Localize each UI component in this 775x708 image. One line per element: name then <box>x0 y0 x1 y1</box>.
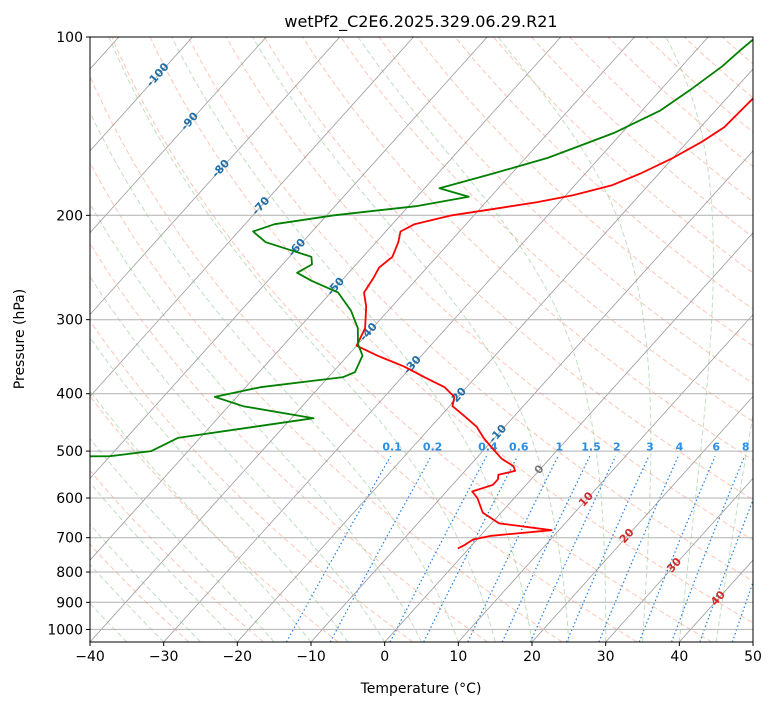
moist-adiabat <box>90 202 422 642</box>
x-tick-label: 0 <box>380 649 389 665</box>
dry-adiabat <box>111 37 712 642</box>
moist-adiabat <box>90 390 312 642</box>
sounding-traces <box>90 38 753 550</box>
plot-area <box>90 37 753 642</box>
x-tick-label: −10 <box>296 649 326 665</box>
x-tick-label: 20 <box>523 649 541 665</box>
y-tick-label: 500 <box>56 444 83 460</box>
moist-adiabat <box>357 37 607 642</box>
x-tick-label: −30 <box>149 649 179 665</box>
isotherm-line <box>531 395 753 642</box>
mixing-ratio-label: 10 <box>764 441 775 454</box>
dry-adiabat <box>761 37 775 642</box>
plot-frame <box>89 36 754 643</box>
x-tick-label: 40 <box>670 649 688 665</box>
mixing-ratio-line <box>529 455 617 642</box>
moist-adiabat <box>252 37 570 642</box>
y-tick-label: 100 <box>56 30 83 46</box>
mixing-ratio-label: 0.6 <box>509 441 529 454</box>
dry-adiabat <box>340 37 753 423</box>
dry-adiabat <box>90 242 488 642</box>
isotherm-line <box>90 37 341 316</box>
moist-adiabat <box>497 37 652 642</box>
isotherm-line <box>237 68 753 642</box>
isotherm-line <box>384 232 753 642</box>
y-tick-label: 1000 <box>47 622 83 638</box>
mixing-ratio-line <box>699 498 753 642</box>
y-axis-label: Pressure (hPa) <box>12 289 28 389</box>
dry-adiabat <box>416 37 753 347</box>
y-tick-label: 200 <box>56 208 83 224</box>
mixing-ratio-label: 0.1 <box>382 441 402 454</box>
y-tick-label: 700 <box>56 531 83 547</box>
y-tick-label: 400 <box>56 387 83 403</box>
moist-adiabat <box>90 437 275 642</box>
dry-adiabat <box>264 37 753 501</box>
moist-adiabat <box>752 638 753 642</box>
temperature-trace <box>355 97 753 550</box>
isotherm-line <box>605 477 753 642</box>
dry-adiabat <box>90 395 339 642</box>
isotherm-line <box>163 37 709 642</box>
moist-adiabats <box>90 37 753 642</box>
isotherm-line <box>90 37 414 398</box>
moist-adiabat <box>90 523 201 642</box>
isotherm-line <box>90 37 562 561</box>
dry-adiabat <box>90 161 563 642</box>
mixing-ratio-label: 8 <box>742 441 750 454</box>
isotherm-line <box>90 37 193 152</box>
isotherm-line <box>310 150 753 642</box>
isotherm-line <box>458 313 753 642</box>
moist-adiabat <box>108 37 496 642</box>
mixing-ratio-line <box>671 455 746 642</box>
isotherm-line <box>90 37 488 479</box>
moist-adiabat <box>90 481 238 642</box>
moist-adiabat <box>90 275 386 642</box>
mixing-ratio-line <box>731 580 753 642</box>
y-tick-label: 900 <box>56 595 83 611</box>
pressure-gridlines <box>90 37 753 630</box>
isotherm-line <box>752 641 753 642</box>
mixing-ratio-label: 6 <box>712 441 720 454</box>
dry-adiabat <box>90 469 264 642</box>
x-tick-label: −20 <box>223 649 253 665</box>
moist-adiabat <box>715 412 753 642</box>
mixing-ratio-label: 3 <box>646 441 654 454</box>
axes: −40 −30 −20 −10 0 10 20 30 40 50 1000 900 800 700 600 5… <box>47 30 762 665</box>
moist-adiabat <box>90 563 165 642</box>
mixing-ratio-label: 0.4 <box>478 441 498 454</box>
moist-adiabat <box>171 37 533 642</box>
chart-title: wetPf2_C2E6.2025.329.06.29.R21 <box>284 12 557 32</box>
mixing-ratio-line <box>761 456 775 642</box>
isotherm-line <box>90 37 267 234</box>
isotherm-line <box>90 37 635 642</box>
mixing-ratio-label: 2 <box>613 441 621 454</box>
x-tick-label: 10 <box>449 649 467 665</box>
mixing-ratio-line <box>638 455 716 642</box>
y-tick-label: 600 <box>56 491 83 507</box>
mixing-ratio-label: 1.5 <box>581 441 601 454</box>
x-tick-label: −40 <box>75 649 105 665</box>
dry-adiabat <box>187 37 753 582</box>
mixing-ratio-label: 1 <box>555 441 563 454</box>
dry-adiabat <box>90 75 638 642</box>
y-tick-label: 800 <box>56 565 83 581</box>
mixing-ratio-line <box>501 455 591 642</box>
x-axis-label: Temperature (°C) <box>360 681 482 697</box>
mixing-ratio-label: 4 <box>676 441 684 454</box>
moist-adiabat <box>665 37 714 642</box>
isotherms <box>90 37 753 642</box>
mixing-ratio-label: 0.2 <box>423 441 443 454</box>
x-tick-label: 30 <box>597 649 615 665</box>
x-tick-label: 50 <box>744 649 762 665</box>
mixing-ratio-line <box>467 455 559 642</box>
dewpoint-trace <box>90 38 753 458</box>
dry-adiabat <box>454 37 753 310</box>
y-tick-label: 300 <box>56 313 83 329</box>
